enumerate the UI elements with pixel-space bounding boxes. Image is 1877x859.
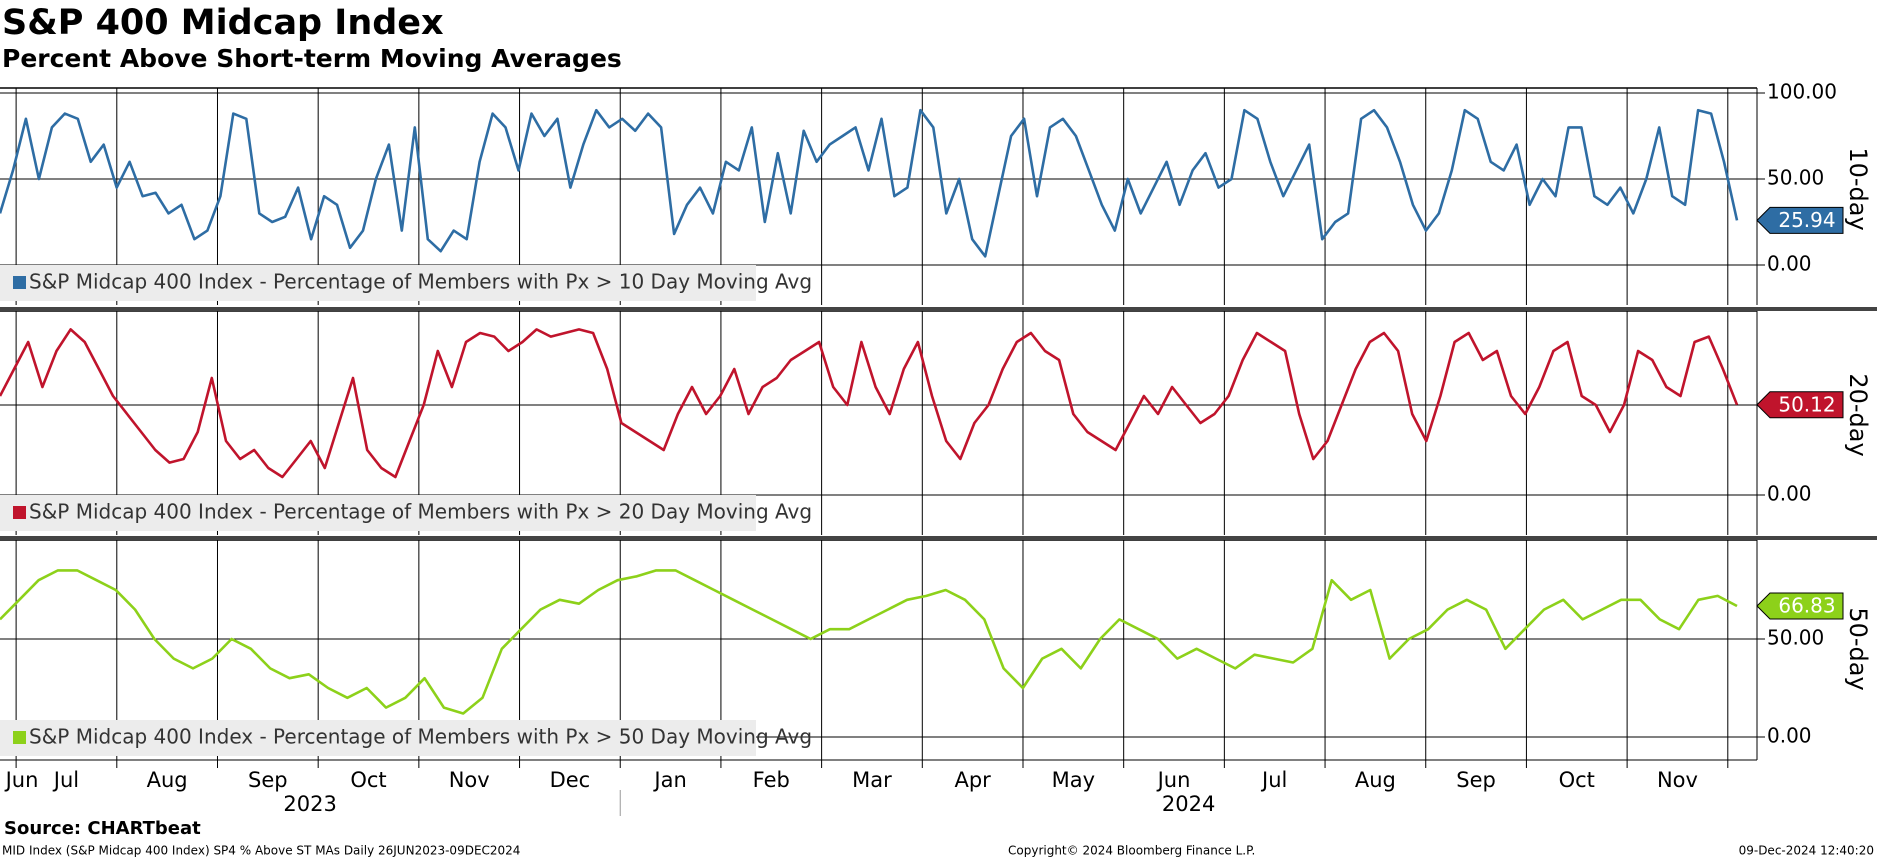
- legend-swatch: [13, 731, 26, 744]
- source: Source: CHARTbeat: [4, 818, 201, 839]
- x-tick-label: Sep: [248, 768, 288, 792]
- year-label: 2024: [1162, 792, 1215, 816]
- x-tick-label: May: [1052, 768, 1095, 792]
- x-tick-label: Nov: [1657, 768, 1698, 792]
- series-line: [0, 328, 1739, 479]
- panel-separator: [0, 307, 1877, 311]
- series-line: [0, 569, 1738, 715]
- last-value-box: [1756, 206, 1844, 234]
- x-tick-label: Jun: [1156, 768, 1191, 792]
- x-tick-label: Oct: [1559, 768, 1595, 792]
- x-tick-label: Mar: [852, 768, 892, 792]
- x-tick-label: Apr: [954, 768, 991, 792]
- y-tick-label: 100.00: [1767, 80, 1837, 104]
- x-tick-label: Sep: [1456, 768, 1496, 792]
- x-tick-label: Dec: [550, 768, 591, 792]
- side-label: 20-day: [1844, 373, 1872, 456]
- year-label: 2023: [283, 792, 336, 816]
- x-tick-label: Nov: [449, 768, 490, 792]
- y-tick-label: 0.00: [1767, 724, 1812, 748]
- legend-label: S&P Midcap 400 Index - Percentage of Mem…: [29, 725, 812, 749]
- y-tick-label: 50.00: [1767, 626, 1824, 650]
- footer-description: MID Index (S&P Midcap 400 Index) SP4 % A…: [2, 844, 520, 858]
- x-tick-label: Feb: [753, 768, 790, 792]
- copyright: Copyright© 2024 Bloomberg Finance L.P.: [1008, 844, 1255, 858]
- side-label: 10-day: [1844, 147, 1872, 230]
- y-tick-label: 0.00: [1767, 482, 1812, 506]
- y-tick-label: 0.00: [1767, 252, 1812, 276]
- legend-swatch: [13, 506, 26, 519]
- x-tick-label: Jun: [4, 768, 39, 792]
- timestamp: 09-Dec-2024 12:40:20: [1739, 844, 1874, 858]
- x-tick-label: Aug: [147, 768, 188, 792]
- chart-subtitle: Percent Above Short-term Moving Averages: [2, 44, 622, 73]
- series-line: [0, 108, 1739, 258]
- legend-label: S&P Midcap 400 Index - Percentage of Mem…: [29, 270, 812, 294]
- legend-swatch: [13, 276, 26, 289]
- legend-bg: [0, 720, 756, 756]
- last-value-box: [1756, 592, 1844, 620]
- x-tick-label: Jan: [652, 768, 686, 792]
- panel-separator: [0, 536, 1877, 540]
- x-tick-label: Aug: [1355, 768, 1396, 792]
- last-value-label: 50.12: [1778, 392, 1835, 416]
- y-tick-label: 50.00: [1767, 166, 1824, 190]
- last-value-label: 66.83: [1778, 594, 1835, 618]
- legend-label: S&P Midcap 400 Index - Percentage of Mem…: [29, 500, 812, 524]
- last-value-box: [1756, 391, 1844, 419]
- legend-bg: [0, 265, 756, 301]
- chart-title: S&P 400 Midcap Index: [2, 3, 444, 43]
- last-value-label: 25.94: [1778, 208, 1835, 232]
- side-label: 50-day: [1844, 607, 1872, 690]
- legend-bg: [0, 495, 756, 531]
- x-tick-label: Jul: [1260, 768, 1287, 792]
- x-tick-label: Oct: [350, 768, 386, 792]
- x-tick-label: Jul: [52, 768, 79, 792]
